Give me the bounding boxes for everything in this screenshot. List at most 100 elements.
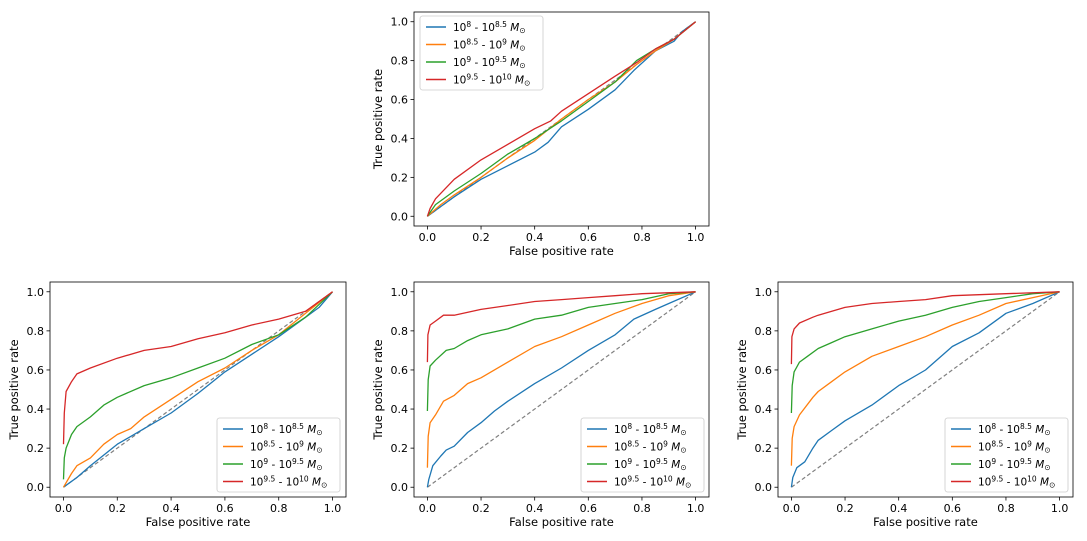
- y-tick-label: 0.6: [27, 364, 45, 377]
- y-axis-label: True positive rate: [371, 339, 385, 440]
- legend-separator: -: [639, 477, 649, 489]
- x-tick-label: 0.8: [633, 231, 651, 244]
- chance-diagonal-line: [427, 291, 696, 488]
- subplot-3: 0.0 0.2 0.4 0.6 0.8 1.0 0.0 0.2 0.4 0.6 0.8 1.0 Fals…: [371, 281, 710, 529]
- legend-exponent: 9.5: [466, 73, 478, 82]
- y-tick-label: 0.2: [391, 442, 409, 455]
- legend-unit: M: [1040, 477, 1049, 489]
- legend-label: 109.5 - 1010 M⊙: [453, 73, 530, 88]
- series-line-2: [790, 291, 1060, 466]
- series-line-4: [62, 291, 333, 445]
- legend-base: 10: [1007, 424, 1020, 436]
- y-tick-label: 0.6: [391, 94, 409, 107]
- y-tick-label: 0.8: [391, 325, 409, 338]
- legend-unit: M: [1035, 459, 1044, 471]
- legend-exponent: 9: [502, 38, 507, 47]
- legend-box: [944, 417, 1069, 493]
- legend-base: 10: [614, 459, 627, 471]
- x-tick-label: 0.8: [997, 502, 1015, 515]
- legend-unit-subscript: ⊙: [680, 446, 686, 455]
- legend-base: 10: [489, 40, 502, 52]
- legend-exponent: 10: [1027, 475, 1037, 484]
- legend-unit-subscript: ⊙: [519, 26, 525, 35]
- legend-label: 108.5 - 109 M⊙: [250, 440, 323, 455]
- legend-separator: -: [1003, 442, 1013, 454]
- y-tick-label: 0.4: [27, 403, 45, 416]
- x-axis-label: False positive rate: [146, 515, 251, 529]
- legend-label: 109 - 109.5 M⊙: [250, 457, 323, 472]
- series-line-3: [426, 291, 696, 412]
- y-tick-label: 0.4: [755, 403, 773, 416]
- legend-label: 109.5 - 1010 M⊙: [614, 475, 691, 490]
- legend-separator: -: [478, 40, 488, 52]
- legend-unit-subscript: ⊙: [680, 428, 686, 437]
- legend-label: 108 - 108.5 M⊙: [614, 422, 687, 437]
- legend-label: 108 - 108.5 M⊙: [453, 20, 526, 35]
- axes-frame: [777, 281, 1074, 498]
- x-tick-label: 1.0: [687, 231, 705, 244]
- y-tick-label: 0.4: [391, 132, 409, 145]
- x-tick-label: 0.8: [633, 502, 651, 515]
- legend-exponent: 8.5: [627, 440, 639, 449]
- legend-exponent: 9: [663, 440, 668, 449]
- legend-unit: M: [671, 424, 680, 436]
- y-tick-label: 1.0: [391, 286, 409, 299]
- legend-unit-subscript: ⊙: [321, 481, 327, 490]
- legend-unit: M: [307, 424, 316, 436]
- axes-frame: [49, 281, 347, 498]
- legend-exponent: 9: [466, 55, 471, 64]
- x-tick-label: 0.2: [836, 502, 854, 515]
- legend-separator: -: [478, 75, 488, 87]
- legend-unit-subscript: ⊙: [519, 61, 525, 70]
- legend-label: 108.5 - 109 M⊙: [978, 440, 1051, 455]
- legend-exponent: 8.5: [466, 38, 478, 47]
- y-tick-label: 0.6: [755, 364, 773, 377]
- legend-exponent: 9.5: [495, 55, 507, 64]
- legend-separator: -: [471, 22, 481, 34]
- x-tick-label: 1.0: [1051, 502, 1069, 515]
- legend-label: 108 - 108.5 M⊙: [978, 422, 1051, 437]
- series-line-2: [62, 291, 333, 488]
- legend-base: 10: [614, 442, 627, 454]
- y-tick-label: 1.0: [755, 286, 773, 299]
- legend-base: 10: [286, 477, 299, 489]
- x-tick-label: 0.4: [162, 502, 180, 515]
- legend-exponent: 9.5: [1020, 457, 1032, 466]
- legend-exponent: 8.5: [263, 440, 275, 449]
- legend-unit: M: [307, 459, 316, 471]
- legend-exponent: 8: [263, 422, 268, 431]
- legend-base: 10: [489, 75, 502, 87]
- legend-unit: M: [515, 75, 524, 87]
- legend-exponent: 9.5: [292, 457, 304, 466]
- legend-separator: -: [268, 459, 278, 471]
- legend-unit: M: [671, 442, 680, 454]
- legend-base: 10: [453, 40, 466, 52]
- legend-base: 10: [453, 75, 466, 87]
- legend-base: 10: [250, 442, 263, 454]
- legend-separator: -: [996, 459, 1006, 471]
- legend-separator: -: [275, 477, 285, 489]
- legend-unit: M: [510, 22, 519, 34]
- x-tick-label: 0.4: [526, 231, 544, 244]
- legend-unit-subscript: ⊙: [316, 446, 322, 455]
- legend-unit-subscript: ⊙: [524, 79, 530, 88]
- legend-exponent: 9: [1027, 440, 1032, 449]
- legend-base: 10: [650, 477, 663, 489]
- series-line-1: [426, 291, 696, 488]
- legend-unit: M: [1035, 442, 1044, 454]
- x-tick-label: 0.2: [472, 502, 490, 515]
- legend-unit: M: [307, 442, 316, 454]
- legend-base: 10: [279, 424, 292, 436]
- series-line-4: [426, 291, 696, 363]
- legend: 108 - 108.5 M⊙108.5 - 109 M⊙109 - 109.5 …: [580, 417, 705, 493]
- subplot-1: 0.0 0.2 0.4 0.6 0.8 1.0 0.0 0.2 0.4 0.6 0.8 1.0 Fals…: [371, 11, 710, 258]
- legend-separator: -: [639, 442, 649, 454]
- x-axis-label: False positive rate: [509, 515, 614, 529]
- x-tick-label: 1.0: [324, 502, 342, 515]
- legend-label: 109 - 109.5 M⊙: [614, 457, 687, 472]
- axes-frame: [413, 281, 710, 498]
- y-tick-label: 0.0: [391, 210, 409, 223]
- legend-exponent: 10: [299, 475, 309, 484]
- y-axis-label: True positive rate: [735, 339, 749, 440]
